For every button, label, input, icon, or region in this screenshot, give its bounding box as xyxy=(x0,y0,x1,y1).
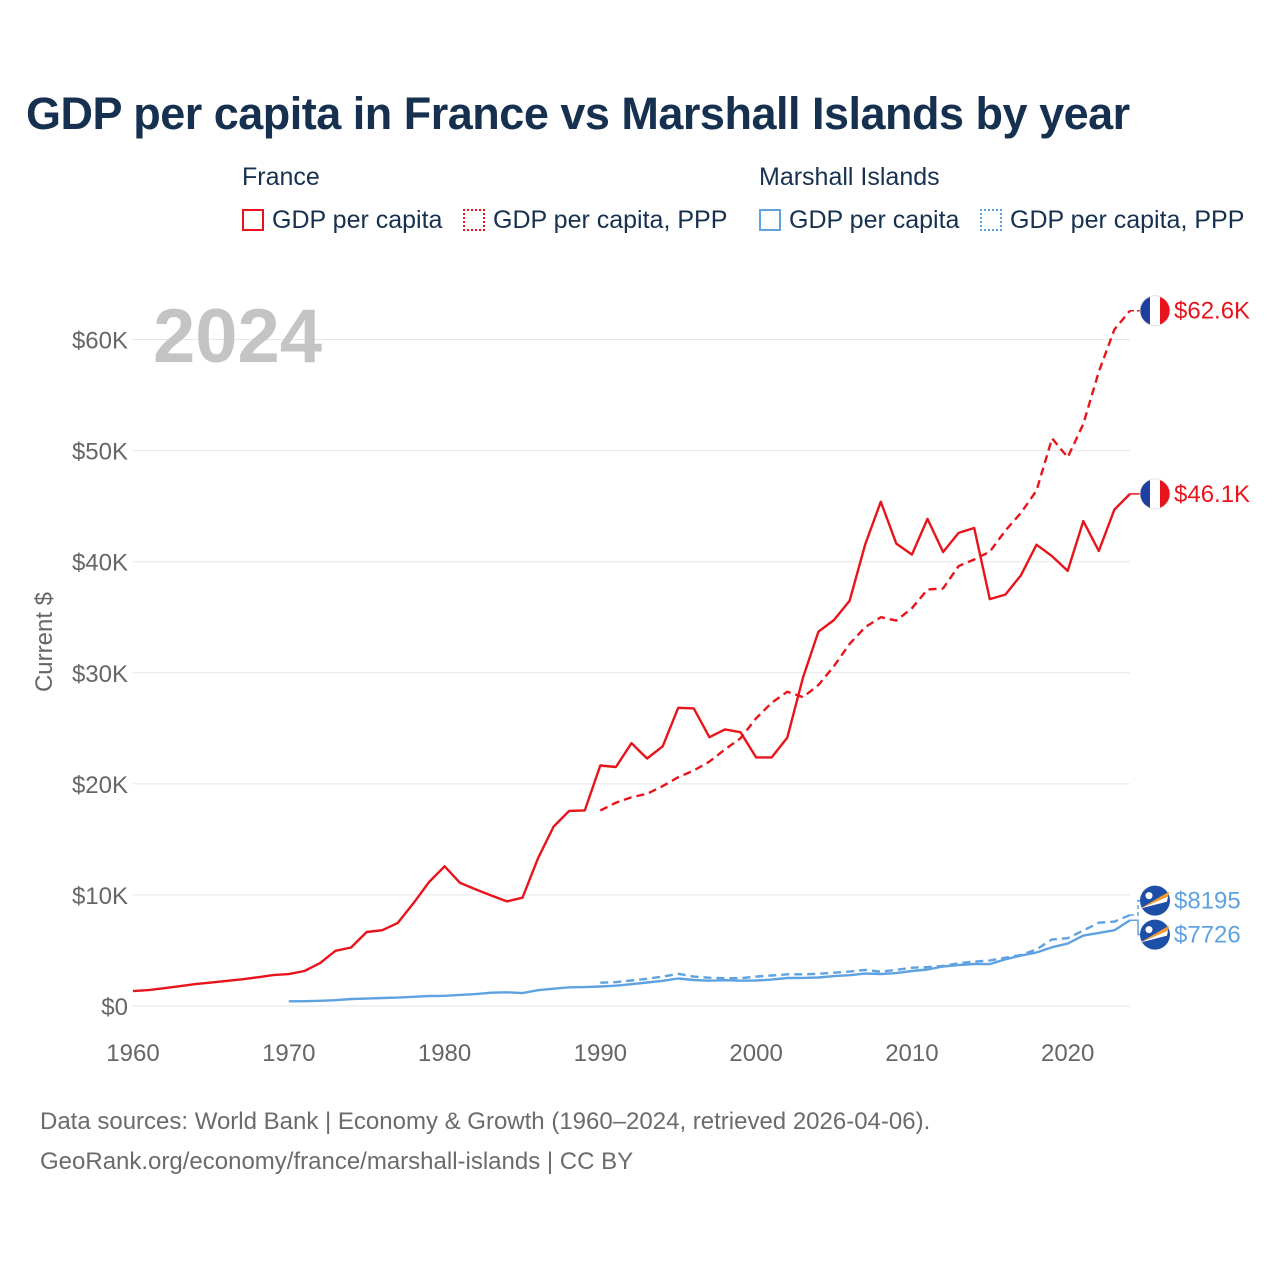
x-tick-label: 2020 xyxy=(1041,1040,1094,1067)
legend-swatch-dotted-red xyxy=(463,209,485,231)
series-line-ppp xyxy=(599,309,1131,812)
series-line-ppp xyxy=(600,913,1131,984)
footer-sources: Data sources: World Bank | Economy & Gro… xyxy=(40,1108,931,1135)
x-tick-label: 2000 xyxy=(729,1040,782,1067)
footer-credit[interactable]: GeoRank.org/economy/france/marshall-isla… xyxy=(40,1148,634,1175)
line-chart: $0$10K$20K$30K$40K$50K$60K 1960 1970 1980 1… xyxy=(31,294,1250,1067)
legend-label: GDP per capita xyxy=(789,205,960,234)
legend-group-marshall: Marshall Islands xyxy=(759,163,940,191)
end-value-label: $7726 xyxy=(1174,922,1241,949)
legend-label: GDP per capita, PPP xyxy=(493,205,728,234)
legend-swatch-solid-blue xyxy=(759,209,781,231)
y-tick-label: $50K xyxy=(72,439,128,466)
france-flag-icon xyxy=(1139,295,1171,327)
marshall-islands-flag-icon xyxy=(1140,885,1170,916)
end-value-label: $62.6K xyxy=(1174,298,1250,325)
chart-title: GDP per capita in France vs Marshall Isl… xyxy=(26,88,1130,139)
series-line-gdp xyxy=(132,493,1131,993)
marshall-islands-flag-icon xyxy=(1140,919,1170,950)
x-tick-label: 1970 xyxy=(262,1040,315,1067)
grid xyxy=(133,339,1130,1007)
end-connector xyxy=(1130,899,1141,916)
y-axis-ticks: $0 $10K $20K $30K $40K $50K $60K xyxy=(72,328,128,1021)
y-tick-label: $0 xyxy=(101,994,128,1021)
legend-label: GDP per capita, PPP xyxy=(1010,205,1245,234)
y-tick-label: $20K xyxy=(72,772,128,799)
y-axis-label: Current $ xyxy=(31,592,58,692)
year-watermark: 2024 xyxy=(153,294,322,379)
legend-swatch-dotted-blue xyxy=(980,209,1002,231)
end-value-label: $46.1K xyxy=(1174,481,1250,508)
y-tick-label: $30K xyxy=(72,661,128,688)
france-flag-icon xyxy=(1139,478,1171,510)
legend-item-france-ppp[interactable]: GDP per capita, PPP xyxy=(463,205,727,235)
x-tick-label: 1960 xyxy=(106,1040,159,1067)
end-labels: $46.1K $62.6K $7726 $8195 xyxy=(1130,295,1250,950)
x-tick-label: 1980 xyxy=(418,1040,471,1067)
y-tick-label: $60K xyxy=(72,328,128,355)
legend-item-marshall-ppp[interactable]: GDP per capita, PPP xyxy=(980,205,1244,235)
x-tick-label: 1990 xyxy=(574,1040,627,1067)
end-connector xyxy=(1130,919,1141,936)
end-value-label: $8195 xyxy=(1174,888,1241,915)
legend-item-france-gdp[interactable]: GDP per capita xyxy=(242,205,442,235)
y-tick-label: $40K xyxy=(72,550,128,577)
series-line-gdp xyxy=(288,919,1131,1003)
legend-swatch-solid-red xyxy=(242,209,264,231)
legend-group-france: France xyxy=(242,163,320,191)
x-axis-ticks: 1960 1970 1980 1990 2000 2010 2020 xyxy=(106,1040,1094,1067)
y-tick-label: $10K xyxy=(72,883,128,910)
series-lines xyxy=(132,309,1131,1003)
legend-item-marshall-gdp[interactable]: GDP per capita xyxy=(759,205,959,235)
x-tick-label: 2010 xyxy=(885,1040,938,1067)
legend-label: GDP per capita xyxy=(272,205,443,234)
